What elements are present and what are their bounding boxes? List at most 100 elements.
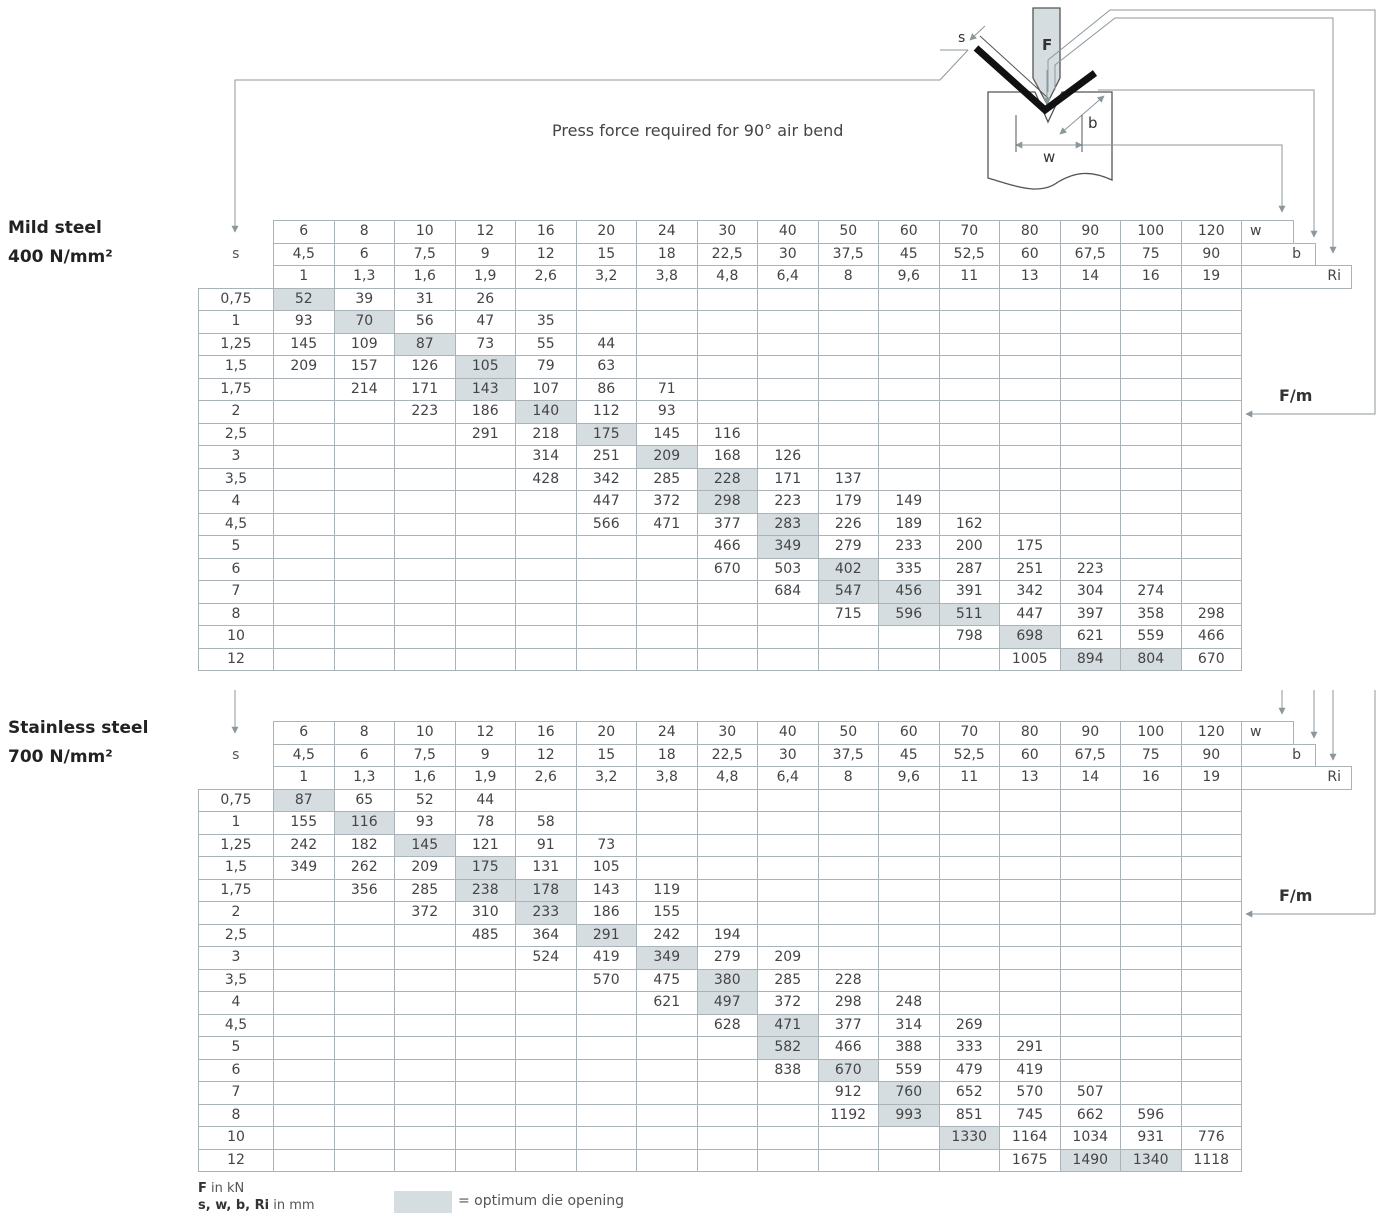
force-value-cell: 35 [515, 310, 577, 334]
force-value-cell [273, 647, 335, 671]
spacer-cell [1242, 491, 1294, 514]
force-value-cell: 670 [1180, 647, 1242, 671]
spacer-cell [1242, 947, 1294, 970]
table-row: 3,5 428 342 285 228 171 137 [198, 467, 1352, 491]
force-value-cell [696, 332, 758, 356]
force-value-cell [1120, 788, 1182, 812]
force-value-cell: 209 [757, 946, 819, 970]
force-value-cell: 466 [1180, 625, 1242, 649]
ri-value-cell: 19 [1180, 265, 1242, 289]
force-value-cell: 372 [636, 490, 698, 514]
spacer-cell [1316, 1014, 1352, 1037]
force-value-cell [1180, 1081, 1242, 1105]
thickness-cell: 3 [198, 946, 274, 970]
force-value-cell [999, 467, 1061, 491]
force-value-cell [1180, 1036, 1242, 1060]
thickness-cell: 7 [198, 580, 274, 604]
header-row-w: 6 8 10 12 16 20 24 30 40 50 60 70 80 90 100 120 w [199, 220, 1352, 244]
ri-value-cell: 2,6 [515, 265, 577, 289]
force-value-cell [454, 467, 516, 491]
thickness-cell: 1 [198, 811, 274, 835]
spacer-cell [1316, 992, 1352, 1015]
thickness-cell: 3 [198, 445, 274, 469]
force-value-cell [636, 647, 698, 671]
table-row: 3,5 570 475 380 285 228 [198, 968, 1352, 992]
ri-value-cell: 16 [1120, 265, 1182, 289]
thickness-cell: 10 [198, 1126, 274, 1150]
spacer-cell [1316, 468, 1352, 491]
spacer-cell [1242, 1104, 1294, 1127]
force-value-cell [273, 445, 335, 469]
b-value-cell: 52,5 [938, 743, 1000, 767]
table-row: 10 798 698 621 559 466 [198, 625, 1352, 649]
force-value-cell [938, 400, 1000, 424]
force-value-cell: 559 [878, 1058, 940, 1082]
force-table-mild-steel: 6 8 10 12 16 20 24 30 40 50 60 70 80 90 100 120 w s 4,5 6 7,… [198, 220, 1352, 671]
force-value-cell [757, 400, 819, 424]
force-value-cell: 479 [938, 1058, 1000, 1082]
spacer-cell [1294, 356, 1316, 379]
ri-value-cell: 1,3 [333, 265, 395, 289]
thickness-cell: 0,75 [198, 788, 274, 812]
force-value-cell [817, 647, 879, 671]
force-value-cell [999, 788, 1061, 812]
force-value-cell [333, 512, 395, 536]
spacer-cell [1294, 1127, 1316, 1150]
force-value-cell [1120, 310, 1182, 334]
force-value-cell [1180, 332, 1242, 356]
force-value-cell [636, 811, 698, 835]
material-strength-mild: 400 N/mm² [8, 247, 113, 267]
spacer-cell [1242, 1014, 1294, 1037]
b-value-cell: 12 [515, 743, 577, 767]
force-value-cell [273, 901, 335, 925]
w-value-cell: 120 [1180, 721, 1242, 745]
b-value-cell: 60 [999, 242, 1061, 266]
force-value-cell [757, 332, 819, 356]
force-value-cell: 570 [999, 1081, 1061, 1105]
b-value-cell: 67,5 [1059, 743, 1121, 767]
force-value-cell [515, 1148, 577, 1172]
b-value-cell: 15 [575, 242, 637, 266]
force-value-cell [575, 1058, 637, 1082]
force-value-cell: 44 [575, 332, 637, 356]
force-value-cell [1180, 1058, 1242, 1082]
force-value-cell: 1192 [817, 1103, 879, 1127]
force-value-cell [696, 1148, 758, 1172]
force-value-cell: 171 [757, 467, 819, 491]
w-value-cell: 16 [515, 220, 577, 244]
force-value-cell: 119 [636, 878, 698, 902]
table-row: 1 93 70 56 47 35 [198, 310, 1352, 334]
force-value-cell: 621 [636, 991, 698, 1015]
spacer-cell [1316, 558, 1352, 581]
force-value-cell [1120, 400, 1182, 424]
force-value-cell [636, 287, 698, 311]
thickness-cell: 12 [198, 1148, 274, 1172]
force-value-cell [515, 647, 577, 671]
force-value-cell: 143 [575, 878, 637, 902]
thickness-cell: 7 [198, 1081, 274, 1105]
thickness-cell: 2 [198, 400, 274, 424]
b-value-cell: 15 [575, 743, 637, 767]
force-value-cell: 304 [1059, 580, 1121, 604]
b-value-cell: 30 [757, 242, 819, 266]
spacer-cell [1242, 857, 1294, 880]
force-value-cell: 186 [454, 400, 516, 424]
force-value-cell: 466 [817, 1036, 879, 1060]
force-value-cell [1059, 1058, 1121, 1082]
corner-cell [199, 722, 274, 745]
table-row: 8 1192 993 851 745 662 596 [198, 1103, 1352, 1127]
ri-value-cell: 6,4 [757, 265, 819, 289]
force-value-cell [757, 625, 819, 649]
force-value-cell: 126 [394, 355, 456, 379]
force-value-cell [817, 856, 879, 880]
header-row-b: s 4,5 6 7,5 9 12 15 18 22,5 30 37,5 45 52,5 60 67,5 75 9… [199, 743, 1352, 767]
force-value-cell [696, 856, 758, 880]
ri-value-cell: 3,8 [636, 265, 698, 289]
table-row: 0,75 87 65 52 44 [198, 788, 1352, 812]
force-value-cell: 70 [333, 310, 395, 334]
ri-value-cell: 13 [999, 265, 1061, 289]
force-value-cell [636, 332, 698, 356]
force-value-cell [938, 310, 1000, 334]
ri-value-cell: 11 [938, 766, 1000, 790]
force-value-cell: 447 [999, 602, 1061, 626]
